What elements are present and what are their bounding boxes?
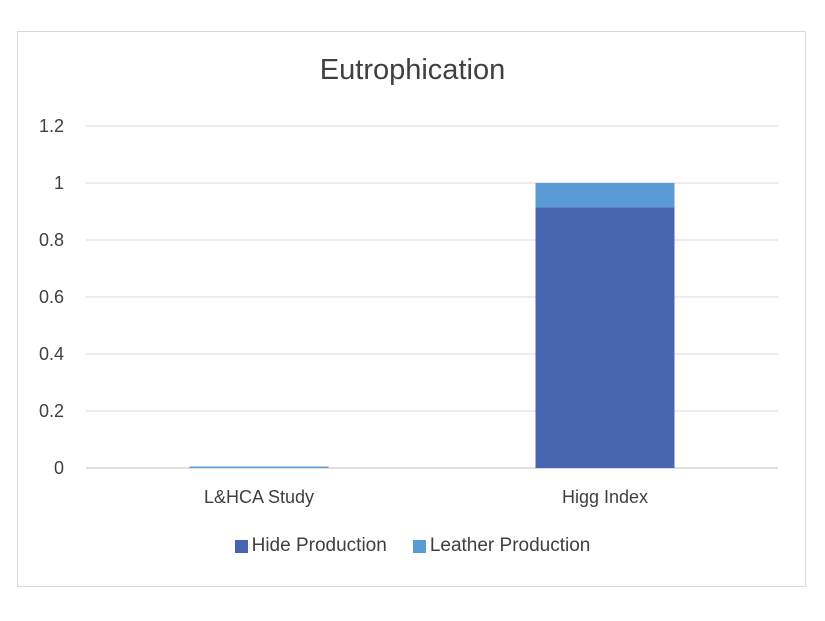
chart-title: Eutrophication xyxy=(319,54,506,86)
legend-label-hide-production: Hide Production xyxy=(251,535,387,556)
legend-swatch-leather-production xyxy=(412,539,426,553)
bar-segment-leather-production xyxy=(189,466,329,468)
x-tick-label: L&HCA Study xyxy=(204,487,314,507)
legend-item-hide-production: Hide Production xyxy=(234,535,387,557)
y-tick-label: 1.2 xyxy=(39,116,64,136)
x-tick-label: Higg Index xyxy=(562,487,648,507)
chart-legend: Hide Production Leather Production xyxy=(0,535,825,557)
bar-segment-hide-production xyxy=(535,207,675,468)
y-tick-label: 0.2 xyxy=(39,401,64,421)
bar-segment-leather-production xyxy=(535,183,675,208)
legend-item-leather-production: Leather Production xyxy=(412,535,591,557)
legend-swatch-hide-production xyxy=(234,539,248,553)
legend-label-leather-production: Leather Production xyxy=(429,535,591,556)
y-tick-label: 0.6 xyxy=(39,287,64,307)
y-tick-label: 0.4 xyxy=(39,344,64,364)
y-tick-label: 0 xyxy=(54,458,64,478)
y-tick-label: 0.8 xyxy=(39,230,64,250)
y-tick-label: 1 xyxy=(54,173,64,193)
